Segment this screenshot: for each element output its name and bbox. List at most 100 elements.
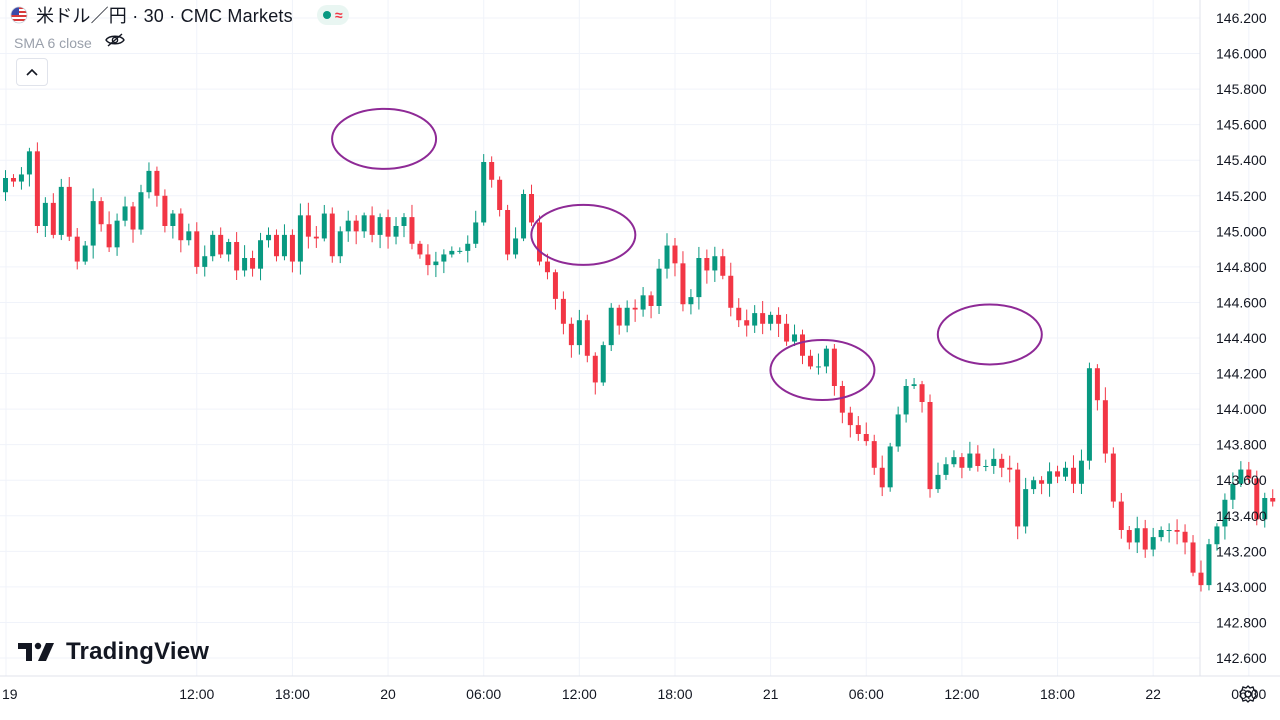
candle-body [226, 242, 232, 255]
grid-lines [0, 0, 1280, 677]
us-flag-icon [10, 6, 28, 24]
collapse-legend-button[interactable] [16, 58, 48, 86]
y-tick-label: 143.400 [1216, 508, 1267, 524]
candle-body [784, 323, 790, 342]
candle-body [369, 215, 375, 235]
candle-body [273, 234, 279, 257]
candle-body [281, 234, 287, 257]
peak-highlight-circle [936, 303, 1043, 366]
candle-body [521, 194, 527, 239]
x-tick-label: 18:00 [657, 686, 692, 702]
candle-body [82, 245, 88, 262]
candle-body [632, 307, 638, 310]
candle-body [1214, 526, 1220, 545]
y-tick-label: 145.200 [1216, 188, 1267, 204]
x-tick-label: 22 [1145, 686, 1161, 702]
peak-highlight-circle [530, 203, 637, 266]
peak-highlight-circle [331, 107, 438, 170]
candle-body [1262, 498, 1268, 520]
x-tick-label: 21 [763, 686, 779, 702]
candle-body [839, 386, 845, 413]
candle-body [544, 261, 550, 273]
candle-body [1055, 471, 1061, 477]
candle-body [999, 458, 1005, 468]
candle-body [736, 307, 742, 321]
candle-body [497, 179, 503, 210]
x-tick-label: 19 [2, 686, 18, 702]
candle-body [337, 231, 343, 257]
candle-body [218, 234, 224, 255]
candle-body [1063, 467, 1069, 477]
candle-body [234, 242, 240, 271]
candle-body [353, 220, 359, 232]
candle-body [146, 170, 152, 193]
candle-body [393, 226, 399, 237]
candle-body [1078, 460, 1084, 484]
candle-body [505, 210, 511, 255]
candle-body [807, 355, 813, 367]
candle-body [800, 334, 805, 356]
candle-body [871, 441, 877, 468]
candle-body [935, 474, 941, 490]
market-status-pill[interactable]: ≈ [316, 5, 349, 25]
candle-body [26, 151, 32, 175]
candle-body [815, 366, 821, 368]
indicator-label[interactable]: SMA 6 close [14, 34, 92, 51]
indicator-legend[interactable]: SMA 6 close [14, 32, 126, 53]
candle-body [106, 224, 112, 248]
y-tick-label: 145.800 [1216, 81, 1267, 97]
y-tick-label: 145.000 [1216, 223, 1267, 239]
candle-body [3, 178, 8, 193]
candle-body [1222, 499, 1228, 527]
candle-body [90, 201, 96, 246]
y-tick-label: 146.200 [1216, 10, 1267, 26]
candle-body [712, 256, 718, 271]
eye-hidden-icon[interactable] [104, 32, 126, 53]
candle-body [441, 254, 447, 262]
chevron-up-icon [26, 68, 38, 76]
candle-body [919, 384, 925, 402]
candle-body [728, 275, 734, 308]
candle-body [879, 467, 885, 488]
candle-body [624, 307, 630, 326]
x-tick-label: 06:00 [849, 686, 884, 702]
candle-body [696, 258, 702, 298]
candle-body [1238, 469, 1244, 484]
candle-body [568, 323, 574, 346]
settings-gear-icon[interactable] [1238, 684, 1258, 704]
candle-body [927, 402, 933, 490]
candle-body [242, 258, 248, 271]
candle-body [449, 250, 455, 255]
candle-body [855, 425, 861, 434]
highlight-circles [331, 107, 1043, 401]
candle-body [194, 231, 200, 267]
candle-body [672, 245, 678, 264]
candle-body [768, 314, 774, 324]
candle-body [576, 320, 582, 346]
y-tick-label: 145.600 [1216, 117, 1267, 133]
candle-body [473, 222, 479, 244]
candle-body [1158, 530, 1164, 538]
candle-body [513, 238, 519, 255]
time-axis[interactable]: 19 12:00 18:00 20 06:00 12:00 18:00 21 06:00 12:0… [2, 686, 1280, 702]
symbol-legend[interactable]: 米ドル／円 · 30 · CMC Markets ≈ [10, 2, 349, 28]
candle-body [258, 240, 264, 269]
symbol-title[interactable]: 米ドル／円 · 30 · CMC Markets [36, 6, 293, 26]
candle-body [345, 220, 351, 232]
candle-body [760, 313, 766, 324]
candle-body [1126, 530, 1132, 543]
candle-body [1007, 467, 1013, 470]
candle-body [1190, 542, 1196, 573]
tradingview-logo[interactable]: TradingView [18, 638, 209, 666]
candle-body [529, 194, 535, 223]
candle-body [154, 170, 160, 196]
candle-body [1246, 469, 1252, 479]
candle-body [831, 348, 837, 386]
candle-body [457, 250, 463, 252]
candle-body [114, 220, 120, 248]
candle-body [887, 446, 893, 488]
candle-body [18, 174, 24, 182]
price-axis[interactable]: 146.200 146.000 145.800 145.600 145.400 145.2… [1216, 10, 1267, 666]
candle-body [1110, 453, 1116, 502]
